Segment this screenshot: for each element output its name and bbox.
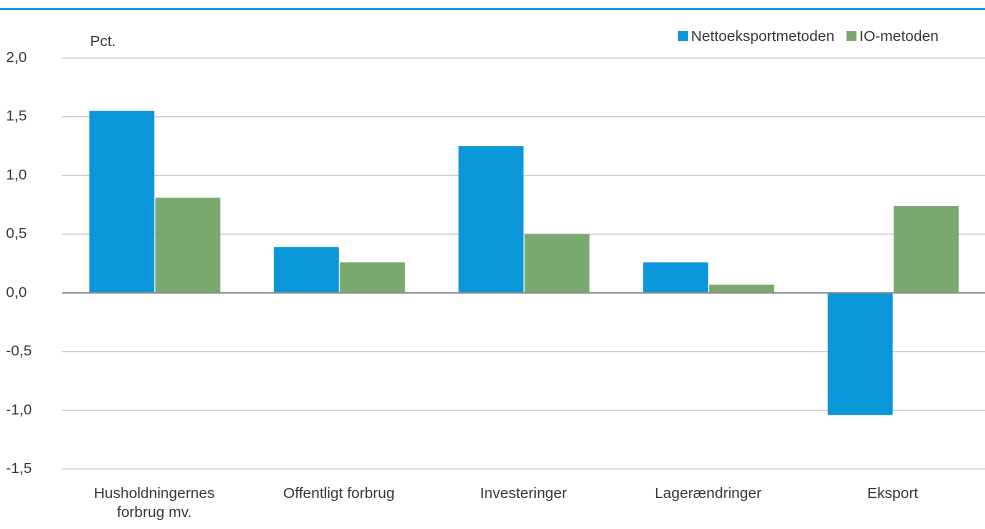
y-tick-label: 1,0: [6, 166, 27, 183]
bar: [524, 234, 590, 293]
bar: [893, 205, 959, 293]
y-axis-label: Pct.: [90, 33, 116, 50]
bar: [643, 262, 709, 293]
y-tick-label: 0,0: [6, 284, 27, 301]
y-tick-label: 2,0: [6, 49, 27, 66]
bar: [89, 110, 155, 293]
bar: [458, 146, 524, 293]
bar: [827, 292, 893, 415]
bar: [709, 284, 775, 293]
legend-swatch: [846, 31, 857, 41]
x-tick-label: Investeringer: [480, 485, 567, 502]
y-tick-label: 0,5: [6, 225, 27, 242]
legend-label: IO-metoden: [859, 28, 938, 45]
y-tick-label: -0,5: [6, 343, 32, 360]
legend-swatch: [678, 31, 688, 41]
bar: [155, 197, 221, 293]
x-tick-label: Lagerændringer: [654, 485, 762, 502]
x-tick-label: Eksport: [867, 485, 919, 502]
x-tick-label: Offentligt forbrug: [283, 485, 395, 502]
y-tick-label: -1,0: [6, 401, 32, 418]
x-tick-label: Husholdningernes forbrug mv.: [93, 485, 215, 521]
bar: [339, 262, 405, 293]
y-tick-label: 1,5: [6, 108, 27, 125]
bar: [273, 247, 339, 293]
legend-label: Nettoeksportmetoden: [691, 28, 834, 45]
y-tick-label: -1,5: [6, 460, 32, 477]
